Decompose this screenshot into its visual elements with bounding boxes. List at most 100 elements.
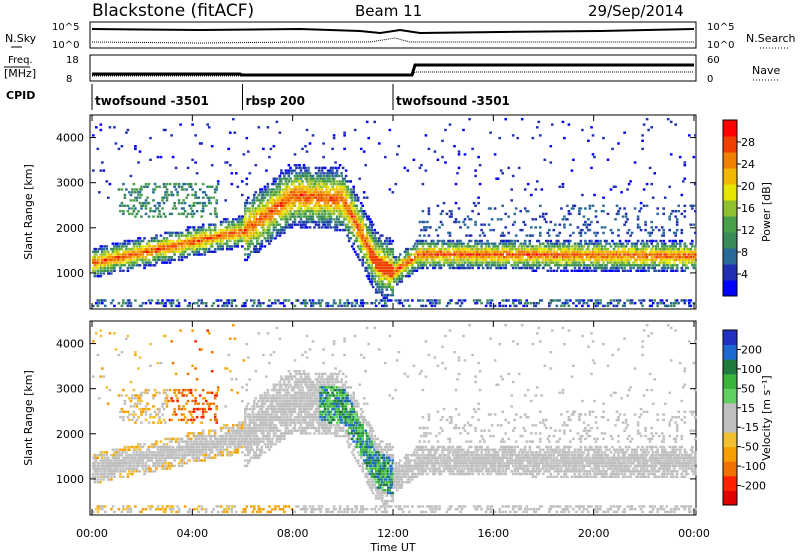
power-cell [158,186,161,188]
power-cell [352,234,355,236]
power-cell [328,175,331,177]
power-cell [259,302,262,304]
power-cell [428,251,431,253]
power-cell [94,275,97,277]
power-cell [261,202,264,204]
power-cell [104,251,107,253]
power-cell [166,199,169,201]
power-cell [154,210,157,212]
power-cell [297,299,300,301]
power-cell [370,272,373,274]
power-cell [605,264,608,266]
freq-trace [92,65,694,75]
power-cell [509,305,512,307]
power-cell [590,299,593,301]
power-cell [662,207,665,209]
power-cell [586,226,589,228]
power-cell [638,256,641,258]
power-cell [659,240,662,242]
power-cell [527,210,530,212]
power-cell [166,197,169,199]
power-cell [154,264,157,266]
power-cell [184,202,187,204]
power-cell [443,264,446,266]
power-cell [542,261,545,263]
power-cell [235,305,238,307]
power-cell [133,210,136,212]
power-cell [100,169,103,171]
power-cell [407,251,410,253]
power-cell [419,251,422,253]
power-cell [456,302,459,304]
power-cell [489,305,492,307]
power-cell [674,240,677,242]
power-cell [515,305,518,307]
power-cell [644,251,647,253]
power-cell [321,213,324,215]
power-cell [370,264,373,266]
power-cell [494,261,497,263]
power-cell [337,167,340,169]
power-cell [656,207,659,209]
power-cell [346,191,349,193]
power-cell [294,202,297,204]
power-cell [578,259,581,261]
power-cell [178,245,181,247]
power-cell [681,240,684,242]
power-cell [217,183,220,185]
power-cell [592,134,595,136]
power-cell [355,237,358,239]
power-cell [351,226,354,228]
power-cell [265,188,268,190]
power-cell [348,302,351,304]
power-cell [252,243,255,245]
power-cell [477,243,480,245]
power-cell [128,207,131,209]
power-cell [184,251,187,253]
power-cell [324,224,327,226]
power-cell [557,267,560,269]
power-cell [340,305,343,307]
power-cell [363,150,366,152]
power-cell [273,188,276,190]
power-cell [668,215,671,217]
power-cell [256,197,259,199]
power-cell [640,264,643,266]
power-cell [267,194,270,196]
power-cell [671,270,674,272]
power-cell [617,248,620,250]
power-cell [571,169,574,171]
power-cell [435,264,438,266]
power-cell [280,180,283,182]
power-cell [366,234,369,236]
power-cell [566,299,569,301]
power-cell [330,183,333,185]
power-cell [533,302,536,304]
power-cell [205,243,208,245]
power-cell [569,213,572,215]
power-cell [504,118,507,120]
power-cell [685,264,688,266]
power-cell [674,210,677,212]
power-cell [649,264,652,266]
power-cell [145,302,148,304]
power-cell [485,259,488,261]
power-cell [130,302,133,304]
power-cell [550,251,553,253]
power-cell [134,191,137,193]
power-cell [331,175,334,177]
power-cell [136,199,139,201]
power-cell [122,210,125,212]
power-cell [112,243,115,245]
power-cell [401,302,404,304]
power-cell [592,153,595,155]
power-cell [340,172,343,174]
freq-tick-top: 18 [66,55,79,66]
power-cell [446,305,449,307]
power-cell [473,245,476,247]
power-cell [289,178,292,180]
power-cell [455,261,458,263]
power-cell [631,302,634,304]
power-cell [459,251,462,253]
power-cell [119,267,122,269]
